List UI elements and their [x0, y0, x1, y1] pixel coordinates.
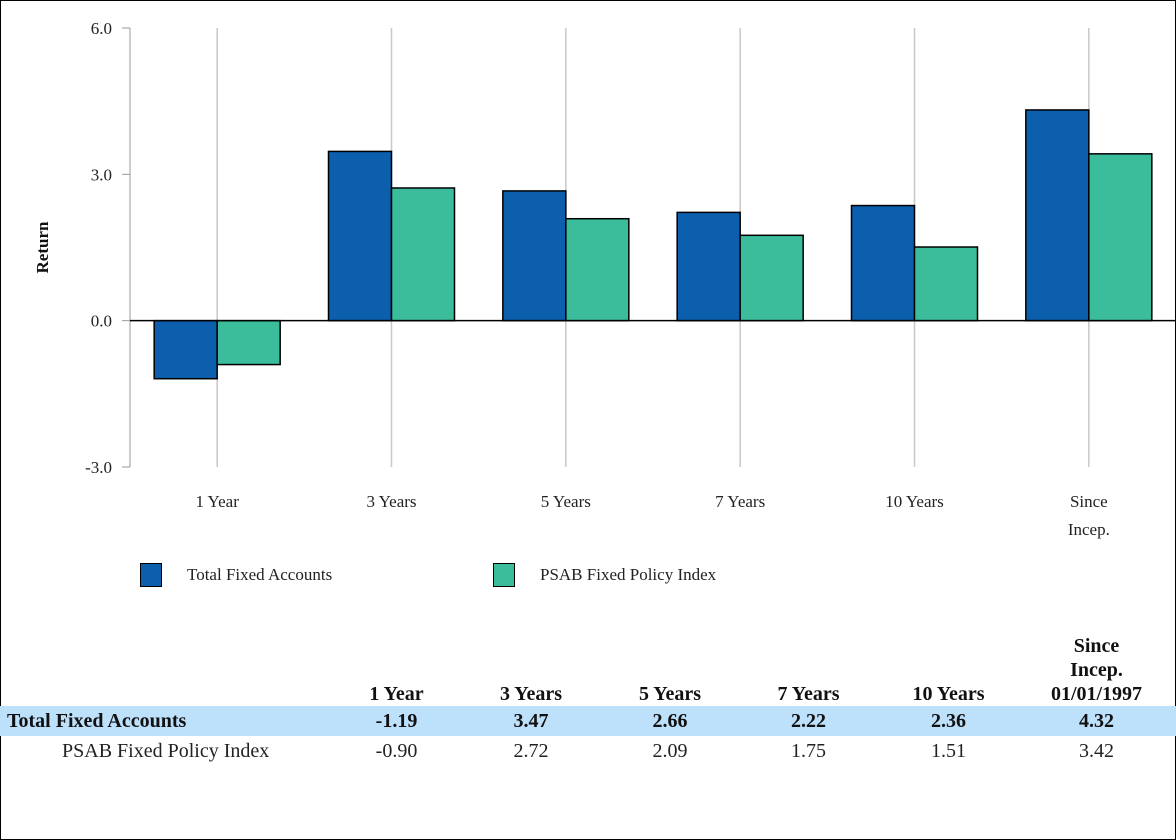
table-header-row: 1 Year 3 Years 5 Years 7 Years 10 Years …	[0, 612, 1176, 706]
table-header-cell	[0, 612, 334, 706]
table-header-cell: 1 Year	[369, 683, 424, 705]
bar-total-fixed-accounts	[676, 211, 741, 322]
x-tick-label: Since Incep.	[1068, 492, 1110, 539]
row-label: Total Fixed Accounts	[0, 706, 334, 736]
y-tick-label: -3.0	[85, 458, 112, 477]
table-row: Total Fixed Accounts -1.19 3.47 2.66 2.2…	[0, 706, 1176, 736]
bar-psab-fixed-policy-index	[216, 319, 281, 366]
bar-psab-fixed-policy-index	[739, 234, 804, 322]
table-header-cell: 3 Years	[499, 683, 563, 705]
table-cell: 2.09	[652, 740, 688, 762]
legend-swatch-psab-fixed-policy-index	[493, 563, 515, 587]
legend-item-psab-fixed-policy-index: PSAB Fixed Policy Index	[493, 563, 716, 587]
table-cell: 2.66	[603, 706, 737, 736]
bar-total-fixed-accounts	[1025, 109, 1090, 322]
bar-total-fixed-accounts	[153, 319, 218, 380]
table-cell: 2.72	[513, 740, 549, 762]
y-tick-label: 6.0	[91, 19, 112, 38]
legend-label: PSAB Fixed Policy Index	[540, 565, 717, 584]
table-row: PSAB Fixed Policy Index -0.90 2.72 2.09 …	[0, 736, 1176, 767]
bar-psab-fixed-policy-index	[913, 246, 979, 322]
y-axis-label: Return	[33, 221, 52, 273]
legend-item-total-fixed-accounts: Total Fixed Accounts	[140, 563, 332, 587]
y-tick-label: 0.0	[91, 312, 112, 331]
bar-total-fixed-accounts	[327, 150, 393, 322]
table-cell: -1.19	[334, 706, 459, 736]
table-header-cell: Since Incep. 01/01/1997	[1050, 635, 1143, 705]
table-cell: 3.42	[1079, 740, 1114, 762]
table-header-cell: 5 Years	[638, 683, 702, 705]
y-tick-label: 3.0	[91, 165, 112, 184]
table-cell: 2.36	[880, 706, 1017, 736]
bar-psab-fixed-policy-index	[1088, 153, 1153, 322]
table-header-cell: 7 Years	[777, 683, 840, 705]
table-header-cell: 10 Years	[912, 683, 985, 705]
bar-psab-fixed-policy-index	[390, 187, 456, 322]
table-cell: 1.75	[791, 740, 826, 762]
performance-table: 1 Year 3 Years 5 Years 7 Years 10 Years …	[0, 612, 1176, 767]
table-cell: 2.22	[737, 706, 880, 736]
bar-total-fixed-accounts	[502, 190, 567, 322]
bar-chart: 6.0 3.0 0.0 -3.0 Return 1 Year 3 Years 5 Years 7…	[33, 19, 1176, 539]
row-label: PSAB Fixed Policy Index	[62, 740, 270, 762]
table-cell: 4.32	[1017, 706, 1176, 736]
x-tick-label: 7 Years	[715, 492, 765, 511]
x-tick-label: 10 Years	[885, 492, 944, 511]
table-cell: 3.47	[459, 706, 603, 736]
table-cell: -0.90	[375, 740, 418, 762]
bar-psab-fixed-policy-index	[565, 217, 630, 322]
bar-total-fixed-accounts	[850, 204, 916, 322]
legend-label: Total Fixed Accounts	[187, 565, 333, 584]
x-tick-label: 1 Year	[195, 492, 239, 511]
x-tick-label: 5 Years	[541, 492, 591, 511]
legend-swatch-total-fixed-accounts	[140, 563, 162, 587]
x-tick-label: 3 Years	[366, 492, 416, 511]
table-cell: 1.51	[931, 740, 966, 762]
